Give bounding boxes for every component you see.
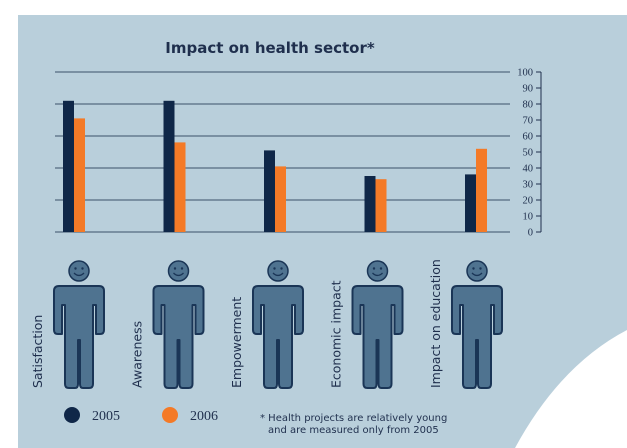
eye: [372, 267, 376, 270]
eye: [173, 267, 177, 270]
y-axis: 0 10 20 30 40 50 60 70 80 90 100: [517, 68, 542, 239]
eye: [379, 267, 383, 270]
y-tick-label: 90: [523, 84, 534, 95]
person-icon: [252, 260, 304, 389]
bar-2006: [174, 142, 186, 232]
legend-label-2005: 2005: [92, 409, 120, 424]
eye: [479, 267, 482, 270]
head: [466, 260, 488, 282]
smile: [372, 272, 383, 277]
person-icon: [351, 260, 404, 389]
footnote: * Health projects are relatively youngan…: [260, 413, 447, 436]
body: [351, 285, 404, 389]
y-tick-label: 100: [517, 68, 533, 79]
eye: [280, 267, 283, 270]
bar-2005: [63, 100, 74, 232]
footnote-line: * Health projects are relatively young: [260, 413, 447, 424]
eye: [180, 267, 184, 270]
smile: [173, 272, 184, 277]
person-icon: [451, 260, 503, 389]
bars: [63, 100, 487, 232]
y-tick-label: 0: [528, 228, 533, 239]
category-label: Awareness: [130, 321, 145, 388]
y-tick-label: 80: [523, 100, 534, 111]
bar-2006: [476, 148, 487, 232]
legend-label-2006: 2006: [190, 409, 218, 424]
person-figures: [53, 260, 503, 389]
bar-2005: [163, 100, 175, 232]
footnote-line: and are measured only from 2005: [268, 425, 439, 436]
y-tick-label: 10: [523, 212, 534, 223]
y-tick-label: 50: [523, 148, 534, 159]
body: [53, 285, 105, 389]
y-tick-label: 60: [523, 132, 534, 143]
eye: [472, 267, 475, 270]
legend-swatch-2005: [64, 407, 80, 423]
body: [252, 285, 304, 389]
eye: [273, 267, 276, 270]
head: [167, 260, 190, 282]
bar-2005: [465, 174, 476, 232]
category-labels: Satisfaction Awareness Empowerment Economic…: [30, 259, 443, 388]
y-tick-label: 20: [523, 196, 534, 207]
bar-2006: [275, 166, 286, 232]
head: [68, 260, 90, 282]
bar-2005: [364, 176, 376, 232]
legend-swatch-2006: [162, 407, 178, 423]
head: [267, 260, 289, 282]
smile: [73, 272, 85, 277]
person-icon: [53, 260, 105, 389]
body: [152, 285, 205, 389]
head: [366, 260, 389, 282]
y-tick-label: 40: [523, 164, 534, 175]
eye: [81, 267, 84, 270]
category-label: Impact on education: [428, 259, 443, 388]
bar-2006: [375, 179, 387, 232]
y-tick-label: 30: [523, 180, 534, 191]
category-label: Economic impact: [329, 280, 344, 388]
legend: 2005 2006: [64, 407, 218, 424]
smile: [471, 272, 483, 277]
smile: [272, 272, 284, 277]
bar-2006: [74, 118, 85, 232]
person-icon: [152, 260, 205, 389]
bar-2005: [264, 150, 275, 232]
category-label: Satisfaction: [30, 315, 45, 388]
eye: [74, 267, 77, 270]
category-label: Empowerment: [229, 297, 244, 388]
body: [451, 285, 503, 389]
chart-title: Impact on health sector*: [165, 39, 375, 57]
y-tick-label: 70: [523, 116, 534, 127]
